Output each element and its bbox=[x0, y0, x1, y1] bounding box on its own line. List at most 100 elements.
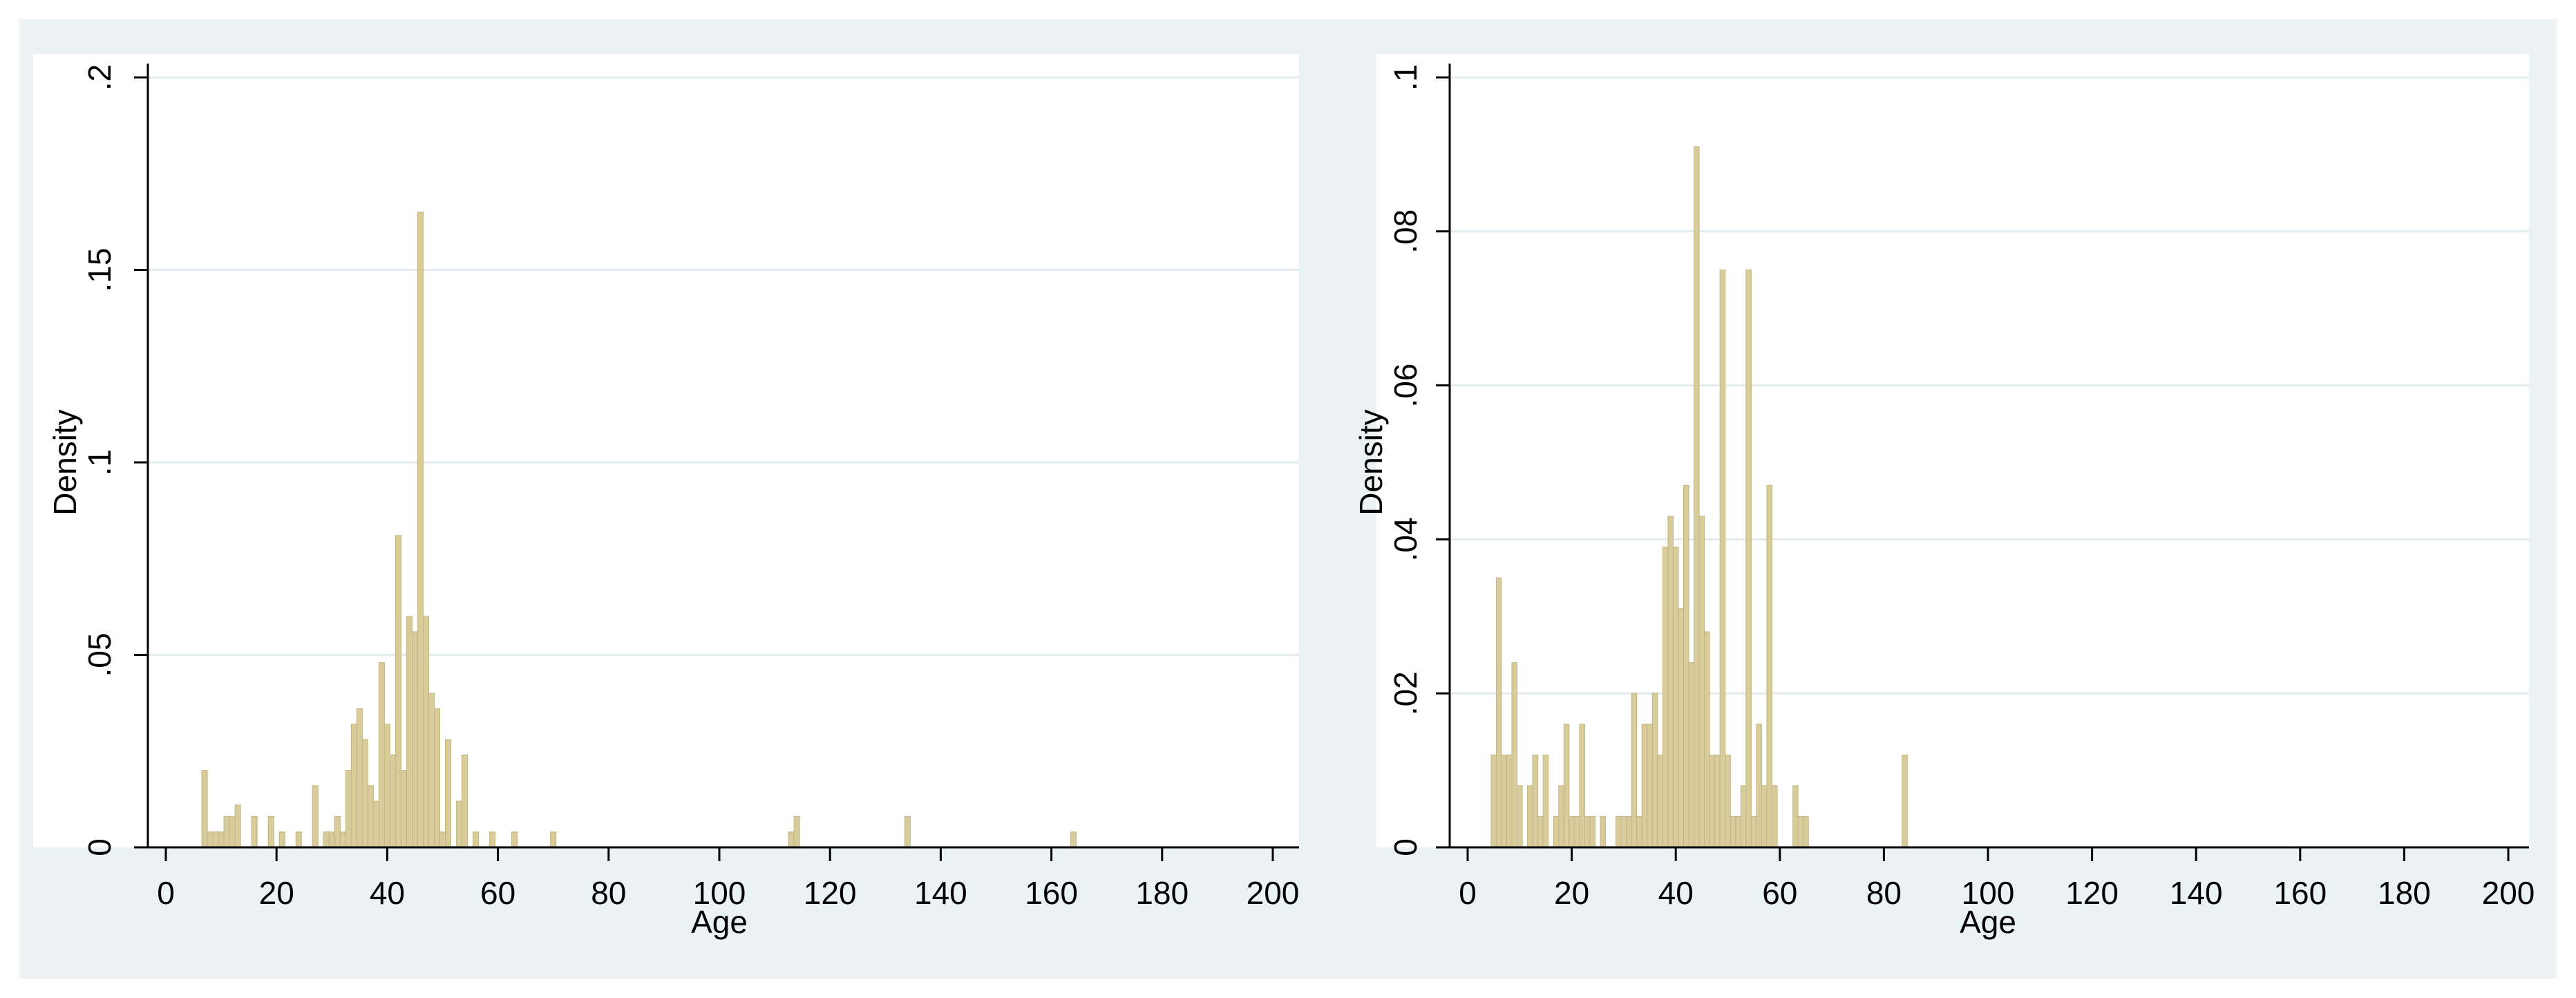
right-bars bbox=[1490, 146, 1908, 848]
x-tick-label: 40 bbox=[1658, 875, 1694, 911]
histogram-bar bbox=[345, 770, 352, 848]
y-tick-label: 0 bbox=[1388, 838, 1423, 856]
y-tick-label: .1 bbox=[82, 449, 117, 476]
histogram-bar bbox=[1688, 662, 1695, 848]
histogram-bar bbox=[411, 631, 418, 848]
histogram-bar bbox=[1725, 754, 1731, 848]
histogram-bar bbox=[1501, 754, 1507, 848]
x-tick-label: 80 bbox=[591, 875, 626, 911]
histogram-bar bbox=[1667, 516, 1674, 848]
x-tick-label: 160 bbox=[2273, 875, 2327, 911]
histogram-bar bbox=[1517, 785, 1523, 848]
histogram-bar bbox=[334, 816, 341, 848]
histogram-bar bbox=[295, 831, 302, 848]
histogram-bar bbox=[456, 800, 463, 848]
histogram-bar bbox=[234, 804, 241, 848]
histogram-bar bbox=[1709, 754, 1716, 848]
histogram-bar bbox=[267, 816, 274, 848]
left-y-ticks: 0 .05 .1 .15 .2 bbox=[82, 64, 148, 856]
histogram-bar bbox=[1647, 724, 1653, 848]
x-tick-label: 160 bbox=[1025, 875, 1078, 911]
histogram-bar bbox=[1527, 785, 1533, 848]
histogram-bar bbox=[1636, 816, 1642, 848]
left-histogram: 0 20 40 60 80 100 120 140 160 180 200 0.05.1.15.2 … bbox=[33, 54, 1299, 940]
histogram-bar bbox=[904, 816, 911, 848]
histogram-bar bbox=[389, 754, 396, 848]
histogram-bar bbox=[395, 535, 401, 848]
histogram-bar bbox=[1750, 816, 1757, 848]
histogram-bar bbox=[323, 831, 330, 848]
histogram-bar bbox=[1657, 754, 1663, 848]
histogram-bar bbox=[1616, 816, 1622, 848]
histogram-bar bbox=[400, 770, 407, 848]
histogram-bar bbox=[372, 800, 379, 848]
histogram-bar bbox=[383, 724, 390, 848]
left-gridlines bbox=[148, 76, 1299, 656]
histogram-bar bbox=[1730, 816, 1736, 848]
histogram-bar bbox=[1651, 693, 1658, 848]
histogram-bar bbox=[793, 816, 800, 848]
histogram-bar bbox=[1641, 724, 1648, 848]
y-tick-label: .06 bbox=[1388, 364, 1423, 408]
histogram-bar bbox=[361, 739, 368, 848]
histogram-bar bbox=[1490, 754, 1497, 848]
histogram-bar bbox=[1532, 754, 1539, 848]
histogram-bar bbox=[1772, 785, 1778, 848]
histogram-bar bbox=[1537, 816, 1544, 848]
histogram-bar bbox=[1678, 608, 1684, 848]
left-x-ticks: 0 20 40 60 80 100 120 140 160 180 200 bbox=[157, 847, 1299, 911]
histogram-bar bbox=[1631, 693, 1638, 848]
histogram-bar bbox=[1553, 816, 1560, 848]
histogram-bar bbox=[433, 708, 440, 848]
histogram-bar bbox=[1704, 631, 1710, 848]
histogram-bar bbox=[350, 724, 357, 848]
x-tick-label: 100 bbox=[693, 875, 746, 911]
histogram-bar bbox=[1600, 816, 1607, 848]
histogram-bar bbox=[356, 708, 363, 848]
histogram-bar bbox=[439, 831, 446, 848]
histogram-bar bbox=[1070, 831, 1077, 848]
histogram-bar bbox=[1792, 785, 1799, 848]
histogram-bar bbox=[328, 831, 335, 848]
histogram-bar bbox=[278, 831, 285, 848]
y-tick-label: .04 bbox=[1388, 517, 1423, 561]
histogram-bar bbox=[1573, 816, 1580, 848]
y-tick-label: .2 bbox=[82, 64, 117, 91]
histogram-bar bbox=[1766, 484, 1773, 848]
histogram-bar bbox=[406, 616, 413, 848]
x-tick-label: 0 bbox=[157, 875, 175, 911]
right-y-axis-label: Density bbox=[1353, 409, 1389, 515]
histogram-bar bbox=[1803, 816, 1809, 848]
histogram-bar bbox=[1563, 724, 1570, 848]
x-tick-label: 180 bbox=[1135, 875, 1188, 911]
histogram-bar bbox=[462, 754, 468, 848]
left-bars bbox=[201, 211, 1077, 848]
histogram-bar bbox=[1662, 547, 1669, 848]
x-tick-label: 20 bbox=[259, 875, 294, 911]
right-x-ticks: 0 20 40 60 80 100 120 140 160 180 200 bbox=[1459, 847, 2535, 911]
histogram-bar bbox=[1683, 484, 1689, 848]
histogram-bar bbox=[1569, 816, 1575, 848]
histogram-bar bbox=[339, 831, 346, 848]
histogram-bar bbox=[1694, 146, 1700, 848]
histogram-bar bbox=[428, 693, 435, 848]
x-tick-label: 20 bbox=[1554, 875, 1589, 911]
histogram-bar bbox=[1584, 816, 1591, 848]
left-x-axis-label: Age bbox=[691, 904, 748, 940]
x-tick-label: 200 bbox=[1247, 875, 1300, 911]
histogram-bar bbox=[1542, 754, 1549, 848]
histogram-bar bbox=[1756, 724, 1762, 848]
histogram-bar bbox=[473, 831, 480, 848]
histogram-bar bbox=[1745, 270, 1752, 848]
histogram-bar bbox=[1761, 785, 1768, 848]
histogram-bar bbox=[1626, 816, 1632, 848]
histogram-bar bbox=[251, 816, 258, 848]
right-histogram: 0 20 40 60 80 100 120 140 160 180 200 0 .02 .04 .06 .0… bbox=[1353, 54, 2535, 940]
y-tick-label: 0 bbox=[82, 838, 117, 856]
histogram-bar bbox=[378, 662, 385, 848]
histogram-bar bbox=[788, 831, 795, 848]
y-tick-label: .05 bbox=[82, 633, 117, 677]
histogram-bar bbox=[1719, 270, 1726, 848]
histogram-bar bbox=[367, 785, 374, 848]
histogram-bar bbox=[1902, 754, 1908, 848]
